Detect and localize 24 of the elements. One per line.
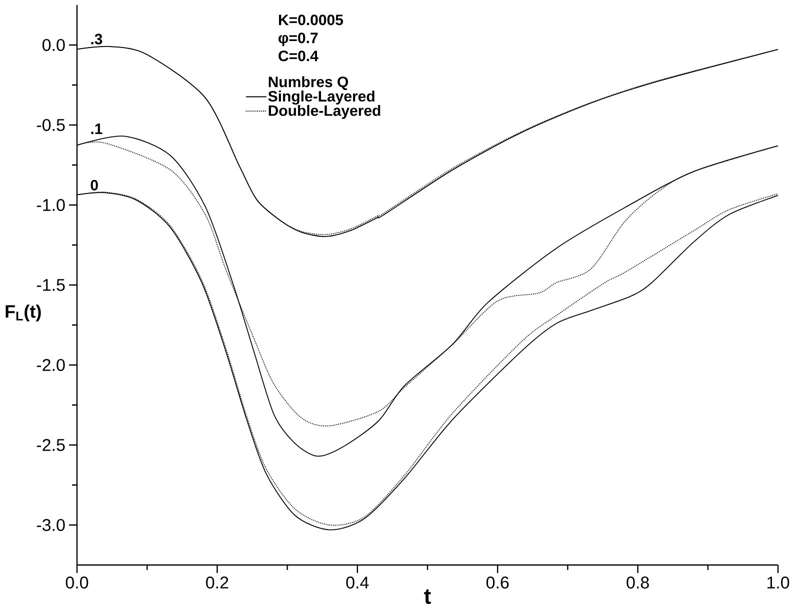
annotation: K=0.0005: [278, 14, 344, 26]
x-tick-label: 0.6: [486, 576, 509, 589]
y-tick-label: -0.5: [36, 118, 65, 132]
y-tick-label: -2.0: [36, 358, 65, 372]
y-axis-title: F$_{L}$(t): [6, 304, 41, 322]
legend-label: Double-Layered: [268, 104, 380, 119]
annotation: 0: [90, 180, 98, 190]
y-tick-label: -3.0: [36, 518, 65, 532]
x-tick-label: 0.0: [66, 576, 88, 589]
annotation: φ=0.7: [278, 32, 318, 46]
legend-label: Single-Layered: [268, 90, 374, 105]
annotation: C=0.4: [278, 50, 318, 62]
annotation: .1: [91, 124, 102, 134]
legend-title: Numbres Q: [268, 76, 348, 90]
y-tick-label: -1.5: [36, 279, 65, 291]
x-tick-label: 0.2: [206, 576, 228, 589]
annotation: .3: [91, 34, 102, 44]
y-tick-label: -1.0: [36, 198, 65, 212]
x-tick-label: 0.8: [626, 576, 649, 589]
x-tick-label: 0.4: [346, 576, 369, 589]
x-axis-title: t: [424, 589, 431, 604]
y-tick-label: -2.5: [36, 438, 65, 452]
y-tick-label: 0.0: [42, 38, 65, 52]
x-tick-label: 1.0: [767, 576, 790, 589]
